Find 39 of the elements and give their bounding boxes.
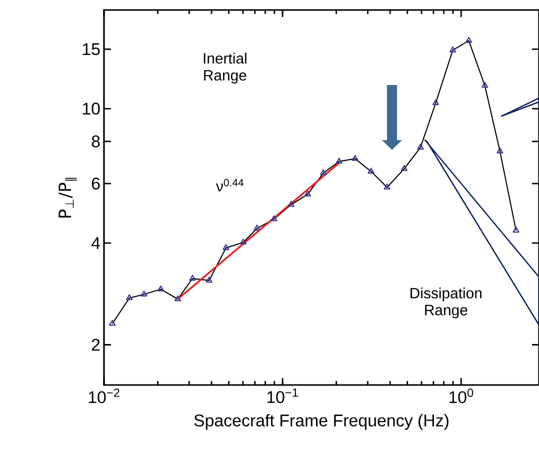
point <box>352 154 358 161</box>
y-tick-label: 4 <box>91 237 100 249</box>
point <box>288 200 294 207</box>
y-tick-label: 8 <box>92 135 100 148</box>
point <box>417 144 424 150</box>
point <box>189 274 196 281</box>
y-tick-label: 6 <box>92 178 100 190</box>
point <box>270 215 278 222</box>
point <box>512 226 520 233</box>
x-tick-label: 10$^{0}$ <box>449 388 474 404</box>
annotation: ν$^{0.44}$ <box>216 178 244 192</box>
y-tick-label: 2 <box>92 338 100 351</box>
point <box>157 285 164 292</box>
point <box>222 244 230 250</box>
point <box>126 294 133 300</box>
point <box>254 224 260 231</box>
annotation: Dissipation Range <box>410 287 482 318</box>
point <box>320 169 327 176</box>
point <box>140 290 148 296</box>
point <box>336 158 342 164</box>
point <box>400 165 408 171</box>
x-tick-label: 10$^{−1}$ <box>267 388 298 404</box>
point <box>449 46 456 52</box>
x-tick-label: 10$^{−2}$ <box>88 388 120 404</box>
point <box>496 148 504 154</box>
point <box>304 190 312 196</box>
point <box>482 82 488 88</box>
y-tick-label: 10 <box>82 102 100 115</box>
point <box>109 320 116 326</box>
point <box>174 295 182 302</box>
annotation: Inertial Range <box>204 52 246 84</box>
y-axis-title: P$_{⊥}$/P$_{∥}$ <box>58 178 77 218</box>
x-axis-title: Spacecraft Frame Frequency (Hz) <box>194 414 448 430</box>
point <box>384 184 390 190</box>
point <box>368 168 374 174</box>
y-tick-label: 15 <box>82 43 100 56</box>
point <box>432 99 440 106</box>
point <box>465 36 472 43</box>
point <box>206 276 212 283</box>
